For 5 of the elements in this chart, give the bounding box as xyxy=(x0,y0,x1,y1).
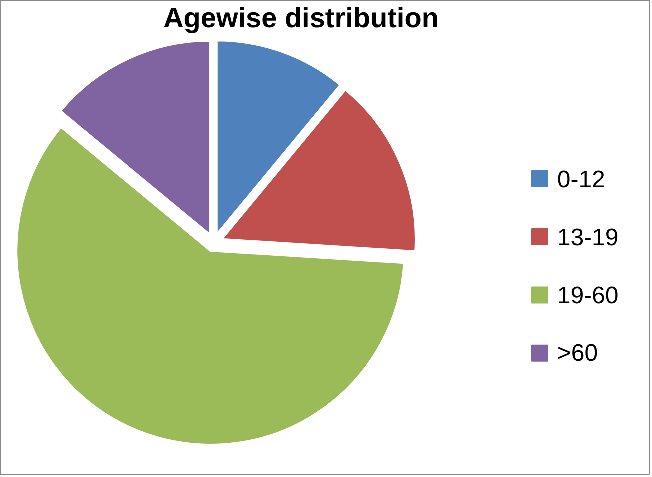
chart-title: Agewise distribution xyxy=(164,2,439,34)
legend-label: 13-19 xyxy=(557,224,619,252)
legend-label: 19-60 xyxy=(557,282,619,310)
legend-label: >60 xyxy=(557,340,598,367)
legend-label: 0-12 xyxy=(557,166,606,194)
